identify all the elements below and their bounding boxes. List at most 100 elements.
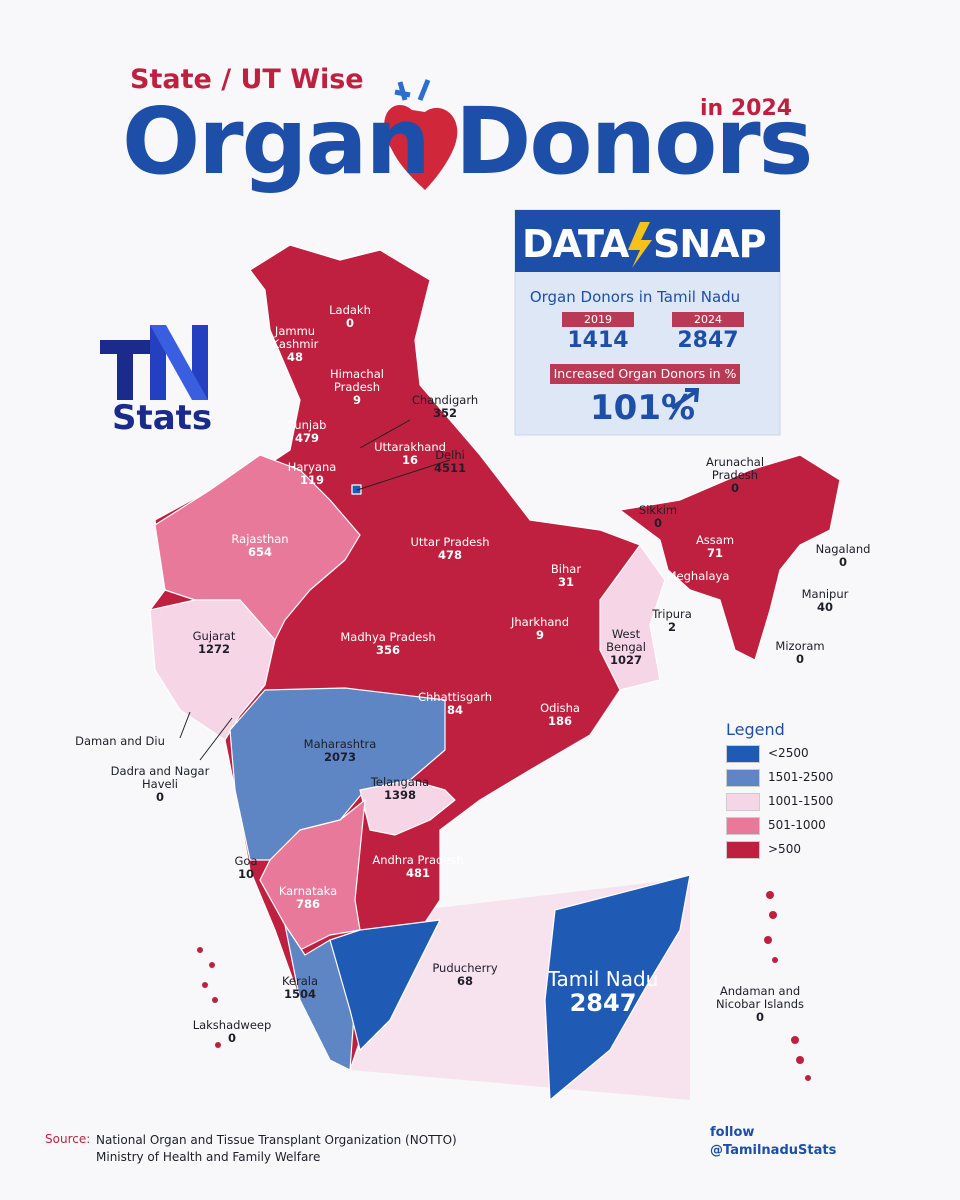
region-label: Uttar Pradesh 478 bbox=[410, 536, 489, 562]
region-label: Rajasthan 654 bbox=[231, 533, 288, 559]
region-name: Puducherry bbox=[432, 961, 498, 975]
region-name: Punjab bbox=[287, 418, 327, 432]
region-label: Arunachal Pradesh 0 bbox=[690, 456, 780, 495]
region-name: Nagaland bbox=[815, 542, 871, 556]
region-label: Bihar 31 bbox=[551, 563, 581, 589]
region-label: Himachal Pradesh 9 bbox=[317, 368, 397, 407]
leader-lines bbox=[179, 419, 451, 761]
region-value: 0 bbox=[155, 790, 164, 804]
region-label: Nagaland 0 bbox=[816, 543, 871, 569]
region-value: 2073 bbox=[323, 750, 356, 764]
follow-handle: @TamilnaduStats bbox=[710, 1143, 837, 1158]
gujarat bbox=[149, 599, 276, 741]
region-value: 481 bbox=[405, 866, 430, 880]
region-name: Uttar Pradesh bbox=[410, 535, 490, 549]
islands bbox=[197, 891, 811, 1081]
region-label: Chandigarh 352 bbox=[412, 394, 478, 420]
region-name: Chhattisgarh bbox=[417, 690, 493, 704]
delhi bbox=[351, 484, 362, 495]
region-label: Tripura 2 bbox=[652, 608, 692, 634]
region-value: 1398 bbox=[383, 788, 417, 802]
brand-left: DATA bbox=[522, 222, 629, 266]
brand-right: SNAP bbox=[653, 222, 766, 266]
region-label: Madhya Pradesh 356 bbox=[340, 631, 435, 657]
legend-swatch bbox=[726, 793, 760, 811]
region-label: Delhi 4511 bbox=[434, 449, 466, 475]
region-value: 352 bbox=[432, 406, 457, 420]
region-label: Lakshadweep 0 bbox=[193, 1019, 272, 1045]
region-label: Sikkim 0 bbox=[639, 504, 677, 530]
region-label: Jharkhand 9 bbox=[511, 616, 569, 642]
region-name: Daman and Diu bbox=[75, 734, 165, 748]
region-value: 0 bbox=[227, 1031, 237, 1045]
region-name: Arunachal Pradesh bbox=[705, 455, 765, 482]
west-bengal bbox=[599, 544, 666, 691]
region-value: 0 bbox=[730, 481, 739, 495]
karnataka bbox=[259, 799, 366, 951]
legend-label: 501-1000 bbox=[768, 818, 826, 832]
legend-label: 1501-2500 bbox=[768, 770, 834, 784]
region-label: Karnataka 786 bbox=[279, 885, 337, 911]
title-right: Donors bbox=[455, 88, 813, 195]
region-value: 0 bbox=[653, 516, 662, 530]
tamil-nadu bbox=[329, 919, 441, 1051]
region-name: Rajasthan bbox=[231, 532, 289, 546]
legend-swatch bbox=[726, 817, 760, 835]
legend-swatch bbox=[726, 841, 760, 859]
region-name: Uttarakhand bbox=[374, 440, 446, 454]
region-value: 48 bbox=[286, 350, 303, 364]
region-name: Mizoram bbox=[775, 639, 825, 653]
region-name: Madhya Pradesh bbox=[340, 630, 436, 644]
region-value: 186 bbox=[547, 714, 572, 728]
legend-title: Legend bbox=[726, 720, 785, 739]
region-name: Manipur bbox=[801, 587, 849, 601]
region-label: Tamil Nadu 2847 bbox=[548, 968, 659, 1016]
legend-label: >500 bbox=[768, 842, 801, 856]
year-value: 2847 bbox=[677, 328, 739, 353]
region-value: 478 bbox=[437, 548, 462, 562]
subtitle: State / UT Wise bbox=[130, 64, 364, 95]
logo-text: Stats bbox=[112, 398, 213, 438]
region-value: 356 bbox=[375, 643, 401, 657]
region-name: Dadra and Nagar Haveli bbox=[110, 764, 210, 791]
region-name: Jharkhand bbox=[510, 615, 570, 629]
region-name: Meghalaya bbox=[666, 569, 730, 583]
region-label: Odisha 186 bbox=[540, 702, 580, 728]
heart-icon bbox=[384, 104, 458, 190]
source-label: Source: bbox=[45, 1132, 91, 1146]
region-value: 0 bbox=[755, 1010, 764, 1024]
legend-label: 1001-1500 bbox=[768, 794, 834, 808]
region-label: Puducherry 68 bbox=[432, 962, 497, 988]
region-name: Maharashtra bbox=[303, 737, 377, 751]
follow-label: follow bbox=[710, 1125, 755, 1140]
source-lines: National Organ and Tissue Transplant Org… bbox=[96, 1132, 457, 1166]
legend-label: <2500 bbox=[768, 746, 809, 760]
region-label: Andhra Pradesh 481 bbox=[372, 854, 463, 880]
region-label: Goa 10 bbox=[235, 855, 258, 881]
region-name: Andhra Pradesh bbox=[372, 853, 464, 867]
region-name: Telangana bbox=[370, 775, 430, 789]
region-name: Karnataka bbox=[278, 884, 338, 898]
northeast bbox=[619, 454, 841, 661]
logo-mark: TN bbox=[100, 305, 101, 306]
region-name: Assam bbox=[695, 533, 735, 547]
region-label: West Bengal 1027 bbox=[591, 628, 661, 667]
title-left: Organ bbox=[122, 88, 431, 195]
region-label: Dadra and Nagar Haveli 0 bbox=[105, 765, 215, 804]
region-label: Jammu Kashmir 48 bbox=[265, 325, 325, 364]
region-value: 9 bbox=[535, 628, 545, 642]
increase-value: 101% bbox=[590, 388, 696, 428]
region-name: Lakshadweep bbox=[192, 1018, 272, 1032]
year-label: 2024 bbox=[672, 312, 744, 327]
region-label: Telangana 1398 bbox=[371, 776, 429, 802]
source-line: Ministry of Health and Family Welfare bbox=[96, 1150, 321, 1164]
region-name: Haryana bbox=[287, 460, 337, 474]
region-label: Punjab 479 bbox=[288, 419, 327, 445]
region-name: Tamil Nadu bbox=[547, 967, 659, 991]
region-label: Gujarat 1272 bbox=[193, 630, 236, 656]
region-name: Goa bbox=[234, 854, 258, 868]
region-name: Jammu Kashmir bbox=[271, 324, 319, 351]
region-value: 1272 bbox=[197, 642, 231, 656]
region-label: Chhattisgarh 84 bbox=[418, 691, 492, 717]
